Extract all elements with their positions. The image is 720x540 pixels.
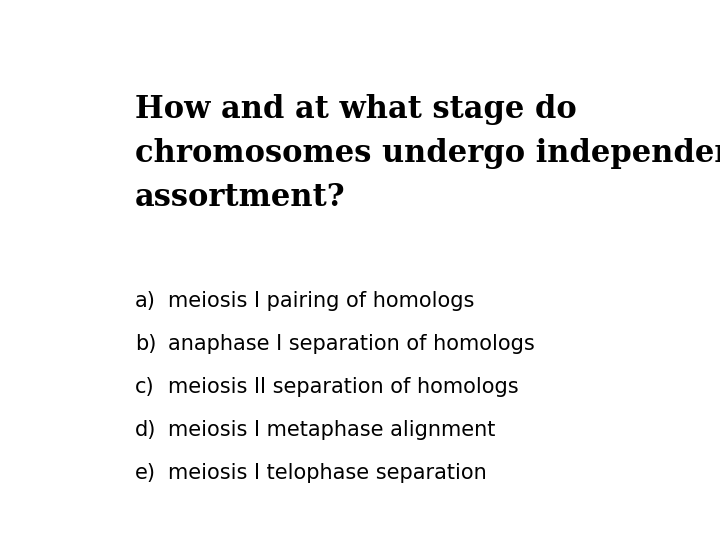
Text: anaphase I separation of homologs: anaphase I separation of homologs <box>168 334 535 354</box>
Text: b): b) <box>135 334 156 354</box>
Text: d): d) <box>135 420 156 440</box>
Text: meiosis II separation of homologs: meiosis II separation of homologs <box>168 377 518 397</box>
Text: a): a) <box>135 292 156 312</box>
Text: e): e) <box>135 463 156 483</box>
Text: meiosis I metaphase alignment: meiosis I metaphase alignment <box>168 420 495 440</box>
Text: meiosis I telophase separation: meiosis I telophase separation <box>168 463 487 483</box>
Text: c): c) <box>135 377 154 397</box>
Text: How and at what stage do
chromosomes undergo independent
assortment?: How and at what stage do chromosomes und… <box>135 94 720 213</box>
Text: meiosis I pairing of homologs: meiosis I pairing of homologs <box>168 292 474 312</box>
